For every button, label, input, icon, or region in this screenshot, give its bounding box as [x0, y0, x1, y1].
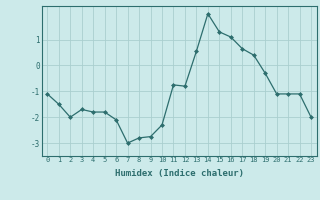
X-axis label: Humidex (Indice chaleur): Humidex (Indice chaleur): [115, 169, 244, 178]
